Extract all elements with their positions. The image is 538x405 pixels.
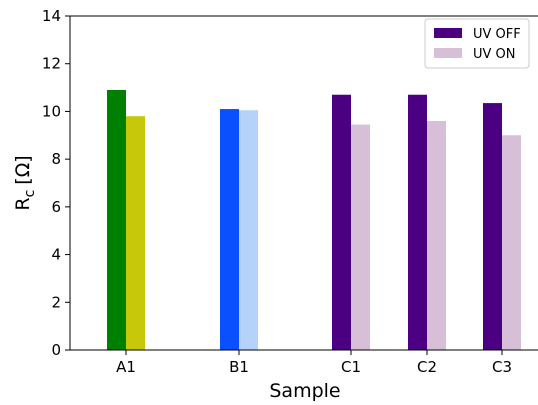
legend-label-uv-on: UV ON: [473, 47, 516, 62]
x-tick-label-a1: A1: [116, 358, 136, 376]
y-tick-label: 14: [42, 7, 61, 25]
bar-b1-uv-off: [220, 109, 239, 351]
x-tick-label-c1: C1: [341, 358, 361, 376]
bar-a1-uv-off: [107, 89, 126, 350]
plot-frame: [69, 15, 538, 351]
y-tick-label: 2: [51, 293, 61, 311]
y-tick-label: 12: [42, 55, 61, 73]
x-tick-label-b1: B1: [229, 358, 249, 376]
legend: UV OFF UV ON: [424, 18, 530, 69]
bar-c3-uv-on: [502, 135, 521, 350]
x-tick-label-c3: C3: [492, 358, 512, 376]
legend-label-uv-off: UV OFF: [473, 27, 521, 42]
bar-c1-uv-off: [332, 94, 351, 350]
bars: [107, 89, 521, 351]
y-tick-label: 8: [51, 150, 61, 168]
x-axis-title: Sample: [269, 380, 340, 402]
y-tick-label: 10: [42, 102, 61, 120]
legend-swatch-uv-on: [434, 48, 462, 58]
y-axis-title-unit: [Ω]: [12, 155, 34, 184]
x-tick-label-c2: C2: [417, 358, 437, 376]
bar-c2-uv-off: [408, 94, 427, 350]
axes: 0 2 4 6 8 10 12 14 A1 B1 C1 C2 C3: [42, 7, 538, 376]
y-axis-title-sub: c: [22, 190, 38, 198]
y-axis-title-main: R: [12, 197, 34, 210]
y-tick-label: 0: [51, 341, 61, 359]
legend-swatch-uv-off: [434, 28, 462, 38]
y-tick-label: 4: [51, 246, 61, 264]
y-axis-title: Rc [Ω]: [12, 155, 38, 210]
bar-c3-uv-off: [483, 103, 502, 350]
bar-b1-uv-on: [239, 110, 258, 350]
bar-c2-uv-on: [427, 120, 446, 350]
bar-a1-uv-on: [126, 116, 145, 350]
bar-c1-uv-on: [351, 124, 370, 350]
y-tick-label: 6: [51, 198, 61, 216]
